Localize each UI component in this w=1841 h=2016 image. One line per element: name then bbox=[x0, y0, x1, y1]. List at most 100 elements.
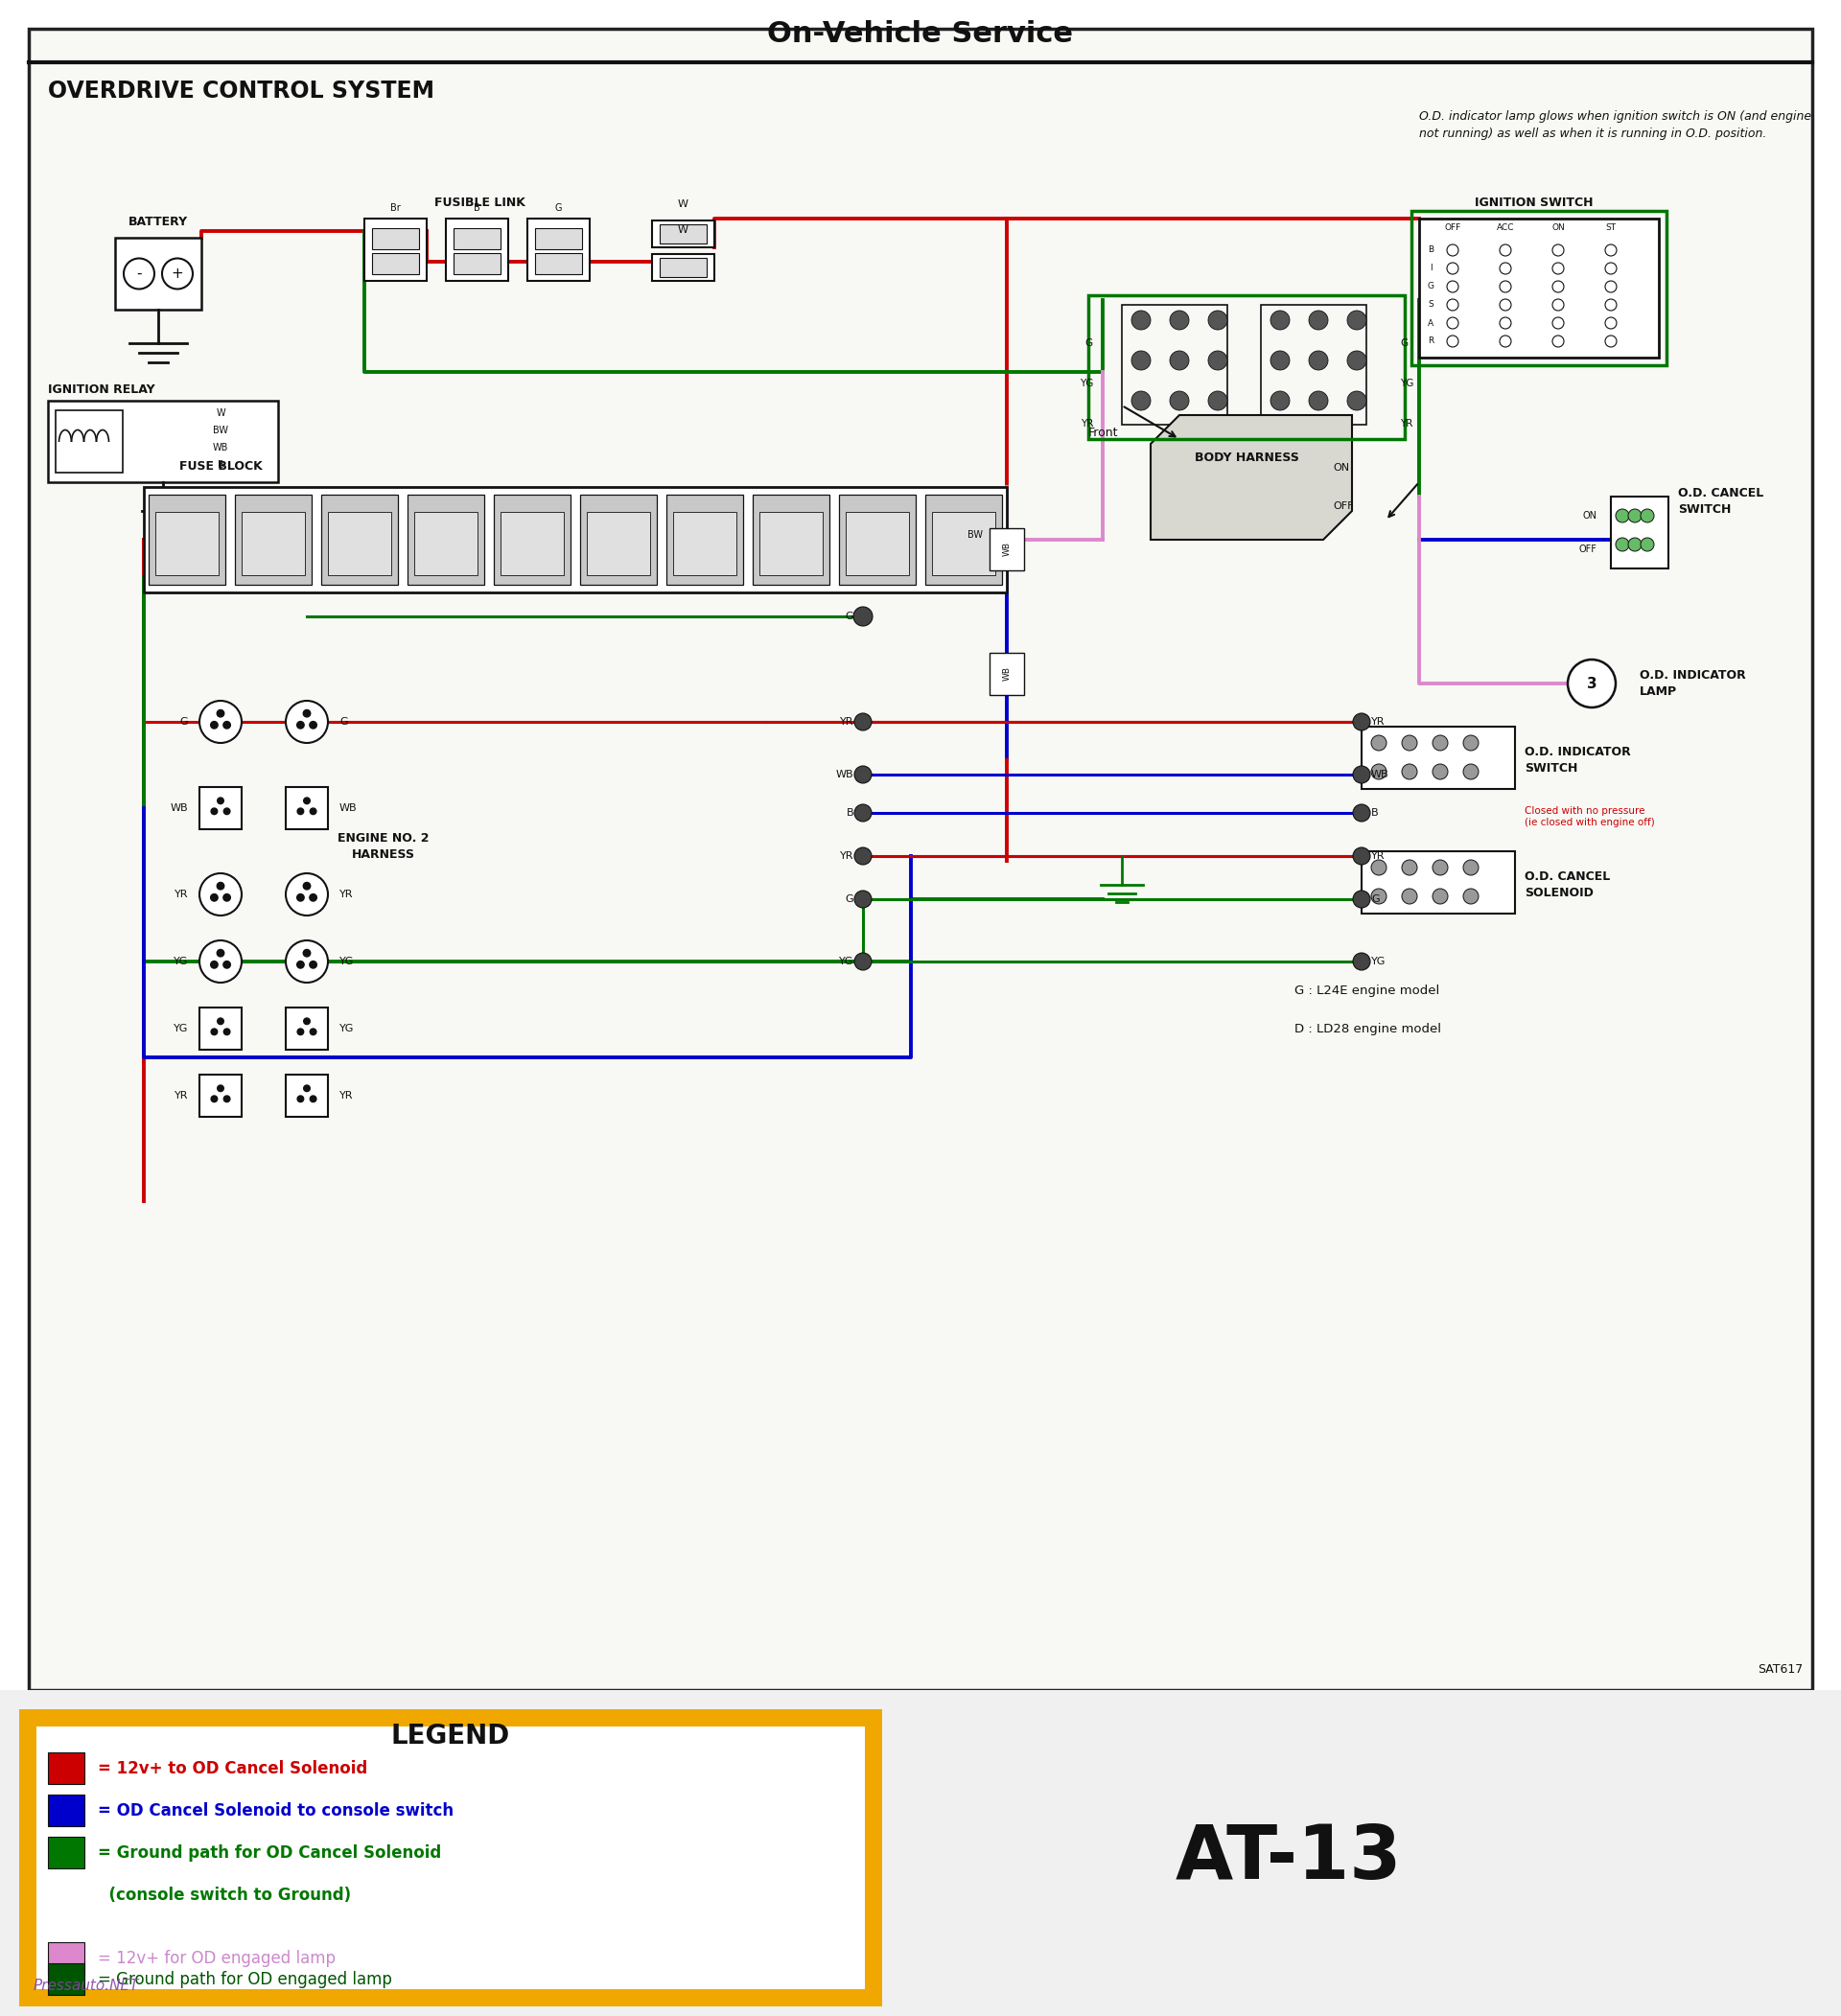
Bar bbox=[29, 28, 1812, 1689]
Bar bbox=[199, 1075, 241, 1117]
Circle shape bbox=[217, 1085, 225, 1091]
Circle shape bbox=[1605, 335, 1616, 347]
Circle shape bbox=[285, 939, 328, 982]
Text: +: + bbox=[171, 266, 184, 280]
Circle shape bbox=[1401, 736, 1418, 750]
Circle shape bbox=[1353, 804, 1370, 823]
Text: I: I bbox=[1429, 264, 1432, 272]
Circle shape bbox=[1552, 317, 1563, 329]
Circle shape bbox=[1353, 714, 1370, 730]
Bar bbox=[48, 1941, 85, 1974]
Bar bbox=[845, 512, 909, 575]
Text: -: - bbox=[136, 266, 142, 280]
Text: ACC: ACC bbox=[1497, 224, 1515, 232]
Text: = OD Cancel Solenoid to console switch: = OD Cancel Solenoid to console switch bbox=[98, 1802, 453, 1820]
Circle shape bbox=[1372, 861, 1386, 875]
Bar bbox=[587, 512, 650, 575]
Text: WB: WB bbox=[1372, 770, 1388, 780]
Circle shape bbox=[304, 798, 309, 804]
Circle shape bbox=[225, 808, 230, 814]
Bar bbox=[453, 228, 501, 250]
Circle shape bbox=[1353, 847, 1370, 865]
Bar bbox=[18, 1710, 882, 2006]
Bar bbox=[753, 494, 830, 585]
Text: WB: WB bbox=[1003, 667, 1011, 681]
Circle shape bbox=[1464, 889, 1478, 903]
Circle shape bbox=[304, 710, 311, 718]
Bar bbox=[666, 494, 744, 585]
Bar bbox=[48, 1752, 85, 1784]
Circle shape bbox=[1500, 335, 1511, 347]
Circle shape bbox=[1447, 298, 1458, 310]
Text: S: S bbox=[1429, 300, 1434, 308]
Circle shape bbox=[1270, 391, 1291, 411]
Bar bbox=[155, 512, 219, 575]
Bar bbox=[241, 512, 306, 575]
Circle shape bbox=[854, 847, 871, 865]
Circle shape bbox=[1353, 954, 1370, 970]
Circle shape bbox=[1640, 538, 1653, 550]
Circle shape bbox=[217, 950, 225, 958]
Circle shape bbox=[1447, 335, 1458, 347]
Text: G: G bbox=[1427, 282, 1434, 290]
Circle shape bbox=[304, 883, 311, 889]
Text: 3: 3 bbox=[1587, 675, 1596, 691]
Circle shape bbox=[1552, 262, 1563, 274]
Text: ENGINE NO. 2
HARNESS: ENGINE NO. 2 HARNESS bbox=[337, 833, 429, 861]
Bar bbox=[236, 494, 311, 585]
Circle shape bbox=[1464, 736, 1478, 750]
Bar bbox=[285, 1075, 328, 1117]
Bar bbox=[48, 1794, 85, 1826]
Bar bbox=[48, 401, 278, 482]
Text: FUSE BLOCK: FUSE BLOCK bbox=[179, 460, 261, 472]
Text: O.D. indicator lamp glows when ignition switch is ON (and engine
not running) as: O.D. indicator lamp glows when ignition … bbox=[1419, 111, 1812, 139]
Circle shape bbox=[309, 962, 317, 968]
Circle shape bbox=[1348, 391, 1366, 411]
Circle shape bbox=[1432, 861, 1447, 875]
Text: WB: WB bbox=[836, 770, 854, 780]
Text: G : L24E engine model: G : L24E engine model bbox=[1294, 984, 1440, 996]
Circle shape bbox=[854, 607, 873, 627]
Text: = 12v+ to OD Cancel Solenoid: = 12v+ to OD Cancel Solenoid bbox=[98, 1760, 368, 1778]
Text: YR: YR bbox=[839, 718, 854, 726]
Text: BW: BW bbox=[968, 530, 983, 540]
Text: IGNITION SWITCH: IGNITION SWITCH bbox=[1475, 196, 1592, 210]
Circle shape bbox=[212, 1028, 217, 1034]
Text: YR: YR bbox=[1372, 718, 1384, 726]
Circle shape bbox=[298, 1028, 304, 1034]
Circle shape bbox=[1353, 891, 1370, 907]
Circle shape bbox=[212, 1097, 217, 1103]
Text: G: G bbox=[1399, 339, 1408, 349]
Circle shape bbox=[1208, 391, 1228, 411]
Bar bbox=[1261, 304, 1366, 425]
Circle shape bbox=[199, 702, 241, 744]
Text: Closed with no pressure
(ie closed with engine off): Closed with no pressure (ie closed with … bbox=[1524, 806, 1655, 829]
Bar bbox=[990, 653, 1024, 696]
Circle shape bbox=[1169, 391, 1189, 411]
Text: IGNITION RELAY: IGNITION RELAY bbox=[48, 383, 155, 395]
Bar bbox=[149, 494, 225, 585]
Text: ON: ON bbox=[1581, 510, 1596, 520]
Bar bbox=[0, 1689, 1841, 2016]
Text: = Ground path for OD engaged lamp: = Ground path for OD engaged lamp bbox=[98, 1972, 392, 1988]
Text: O.D. INDICATOR
SWITCH: O.D. INDICATOR SWITCH bbox=[1524, 746, 1631, 774]
Circle shape bbox=[223, 962, 230, 968]
Text: A: A bbox=[1427, 319, 1434, 327]
Bar bbox=[414, 512, 477, 575]
Bar bbox=[446, 218, 508, 280]
Circle shape bbox=[1605, 298, 1616, 310]
Text: ON: ON bbox=[1552, 224, 1565, 232]
Bar bbox=[674, 512, 736, 575]
Text: OFF: OFF bbox=[1578, 544, 1596, 554]
Circle shape bbox=[296, 893, 304, 901]
Circle shape bbox=[1552, 280, 1563, 292]
Circle shape bbox=[1569, 659, 1616, 708]
Text: WB: WB bbox=[169, 802, 188, 812]
Circle shape bbox=[1169, 310, 1189, 331]
Text: B: B bbox=[847, 808, 854, 818]
Circle shape bbox=[210, 962, 217, 968]
Text: B: B bbox=[473, 204, 481, 214]
Bar bbox=[407, 494, 484, 585]
Circle shape bbox=[854, 714, 871, 730]
Circle shape bbox=[1309, 351, 1327, 371]
